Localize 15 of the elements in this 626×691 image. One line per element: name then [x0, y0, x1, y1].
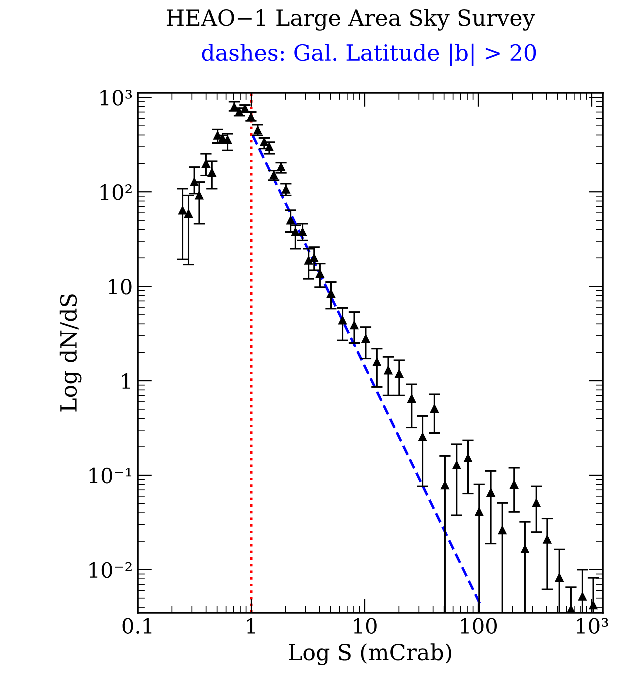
x-tick-label: 0.1 — [122, 618, 152, 634]
x-tick-label: 10³ — [577, 618, 608, 634]
x-tick-label: 1 — [247, 618, 256, 634]
y-axis-title: Log dN/dS — [60, 294, 82, 412]
x-tick-label: 100 — [461, 618, 497, 634]
chart-subtitle: dashes: Gal. Latitude |b| > 20 — [202, 44, 536, 66]
chart-title: HEAO−1 Large Area Sky Survey — [166, 9, 536, 31]
y-tick-label: 10 — [109, 279, 132, 295]
y-tick-label: 10⁻² — [90, 562, 132, 578]
y-tick-label: 10² — [100, 184, 132, 200]
x-axis-title: Log S (mCrab) — [289, 644, 452, 666]
y-tick-label: 10³ — [100, 90, 132, 106]
x-tick-label: 10 — [354, 618, 377, 634]
y-tick-label: 1 — [122, 373, 130, 389]
y-tick-label: 10⁻¹ — [90, 468, 132, 484]
